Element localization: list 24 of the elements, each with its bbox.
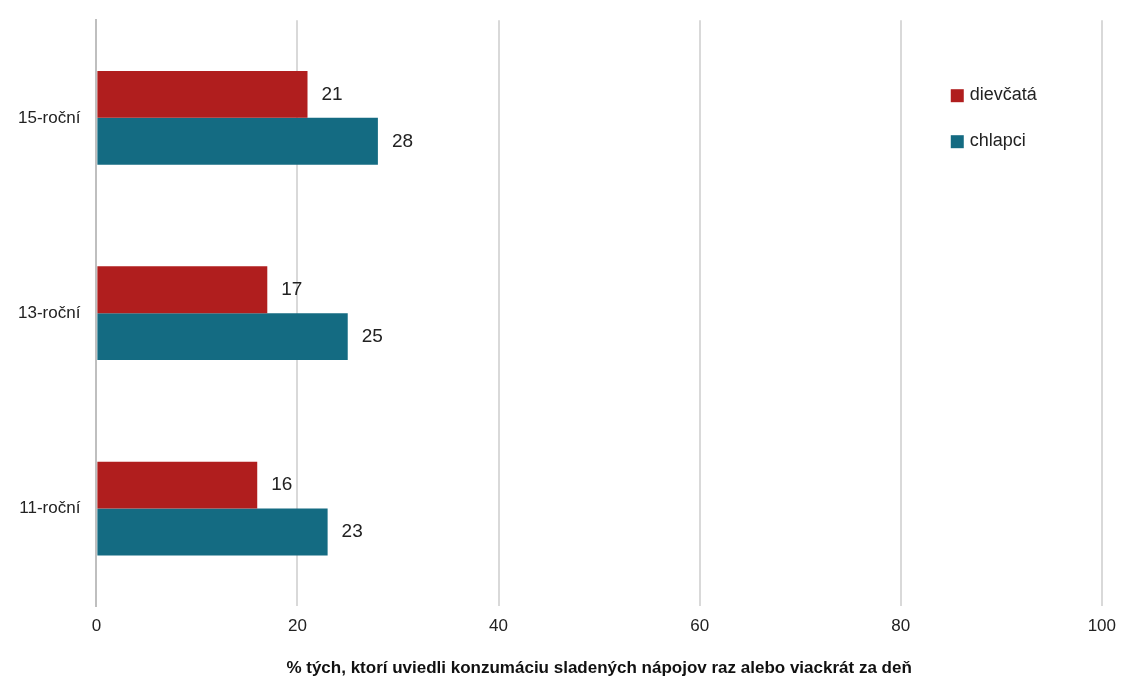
x-tick-label: 60 bbox=[690, 616, 710, 636]
x-axis-title: % tých, ktorí uviedli konzumáciu sladených nápojov raz alebo viackrát za deň bbox=[286, 658, 912, 678]
y-tick-label: 11-roční bbox=[19, 498, 81, 518]
x-tick-label: 80 bbox=[891, 616, 911, 636]
data-label: 25 bbox=[361, 324, 383, 346]
bar bbox=[97, 117, 378, 165]
bar bbox=[97, 70, 308, 118]
y-tick-label: 13-roční bbox=[17, 302, 81, 322]
x-tick-label: 20 bbox=[287, 616, 307, 636]
x-tick-label: 0 bbox=[91, 616, 102, 636]
x-tick-label: 100 bbox=[1087, 616, 1117, 636]
legend-label: dievčatá bbox=[969, 84, 1038, 105]
legend-label: chlapci bbox=[969, 130, 1026, 151]
bar bbox=[97, 508, 328, 556]
data-label: 17 bbox=[281, 277, 303, 299]
data-label: 21 bbox=[321, 82, 343, 104]
bar bbox=[97, 461, 258, 509]
data-label: 28 bbox=[391, 129, 414, 151]
data-label: 16 bbox=[271, 473, 293, 495]
x-tick-label: 40 bbox=[489, 616, 509, 636]
y-tick-label: 15-roční bbox=[17, 107, 81, 127]
bar bbox=[97, 266, 268, 314]
bar bbox=[97, 313, 348, 361]
data-label: 23 bbox=[341, 520, 363, 542]
